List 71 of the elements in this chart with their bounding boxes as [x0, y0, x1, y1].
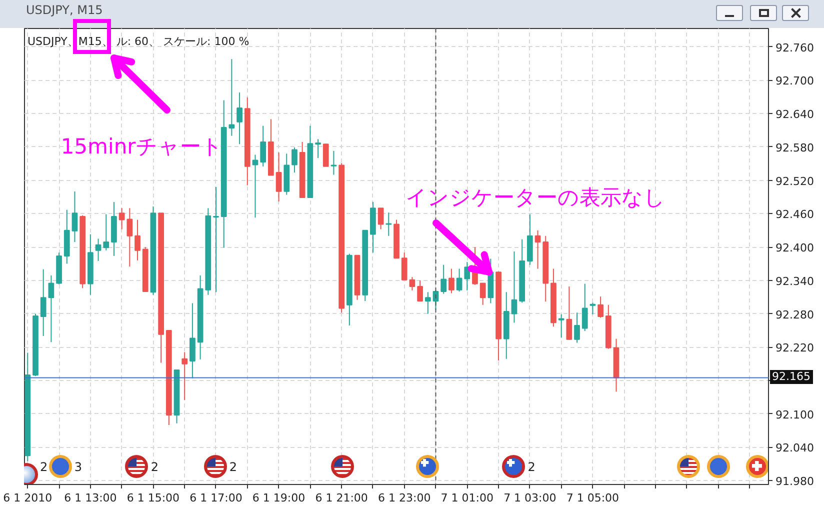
- annotation: インジケーターの表示なし: [405, 186, 666, 210]
- x-tick-label: 6 1 2010: [3, 492, 52, 504]
- candlestick: [103, 214, 110, 251]
- candlestick: [574, 312, 580, 344]
- chart-title: USDJPY, M15: [26, 3, 103, 17]
- candlestick: [386, 212, 392, 236]
- candlestick: [236, 92, 242, 145]
- candlestick: [480, 282, 486, 306]
- text: USDJPY、M15、 ル: 60、 スケール: 100 %: [28, 35, 250, 48]
- x-tick-label: 6 1 15:00: [126, 492, 180, 504]
- candlestick: [424, 292, 431, 314]
- candlestick: [558, 314, 564, 338]
- y-tick-label: 92.340: [776, 274, 814, 288]
- candlestick: [401, 252, 408, 280]
- candlestick: [590, 302, 596, 315]
- x-tick-label: 6 1 13:00: [64, 492, 117, 504]
- y-tick-label: 92.520: [776, 174, 814, 188]
- y-tick-label: 92.100: [776, 408, 814, 422]
- candlestick: [378, 208, 384, 230]
- candlestick: [182, 352, 188, 400]
- candlestick: [134, 219, 140, 261]
- candlestick: [511, 250, 518, 324]
- annotation: 2: [229, 460, 238, 474]
- candlestick: [260, 125, 266, 167]
- x-tick-label: 6 1 17:00: [190, 492, 242, 504]
- candlestick: [322, 143, 329, 167]
- candlestick: [48, 274, 54, 343]
- y-tick-label: 92.580: [776, 141, 814, 154]
- x-tick-label: 6 1 19:00: [252, 492, 306, 504]
- x-tick-label: 7 1 01:00: [440, 492, 494, 504]
- annotation: 2: [528, 460, 536, 474]
- candlestick: [126, 208, 133, 268]
- ref-line-label: 92.165: [770, 370, 812, 384]
- candlestick: [72, 190, 78, 243]
- candlestick: [566, 286, 572, 340]
- annotation: 15minrチャート: [60, 134, 223, 158]
- y-tick-label: 92.280: [776, 308, 814, 322]
- annotation: 2: [150, 460, 159, 474]
- x-tick-label: 7 1 05:00: [566, 492, 620, 504]
- annotation: 3: [74, 460, 82, 474]
- candlestick: [440, 264, 447, 294]
- y-tick-label: 92.220: [776, 342, 814, 355]
- y-tick-label: 92.460: [776, 208, 814, 222]
- candlestick: [292, 147, 298, 174]
- candlestick: [464, 262, 470, 291]
- candlestick: [448, 268, 454, 294]
- y-tick-label: 91.980: [776, 475, 814, 488]
- candlestick: [417, 280, 423, 302]
- candlestick: [582, 283, 588, 332]
- y-tick-label: 92.700: [776, 74, 814, 88]
- candlestick: [409, 276, 416, 291]
- candlestick: [276, 152, 282, 202]
- candlestick: [228, 58, 235, 136]
- y-tick-label: 92.640: [776, 108, 814, 122]
- candlestick: [95, 238, 102, 262]
- candlestick: [190, 302, 196, 379]
- y-tick-label: 92.400: [776, 242, 814, 255]
- x-tick-label: 6 1 21:00: [315, 492, 368, 504]
- candlestick: [213, 186, 219, 293]
- annotation: 2: [40, 460, 48, 474]
- candlestick: [315, 138, 321, 159]
- candlestick: [330, 150, 337, 176]
- candlestick: [456, 268, 462, 292]
- candlestick: [598, 296, 604, 318]
- x-tick-label: 7 1 03:00: [504, 492, 556, 504]
- x-tick-label: 6 1 23:00: [378, 492, 431, 504]
- y-tick-label: 92.760: [776, 41, 814, 54]
- candlestick: [40, 268, 46, 337]
- y-tick-label: 92.040: [776, 442, 814, 455]
- candlestick: [118, 208, 125, 230]
- candlestick: [534, 230, 541, 270]
